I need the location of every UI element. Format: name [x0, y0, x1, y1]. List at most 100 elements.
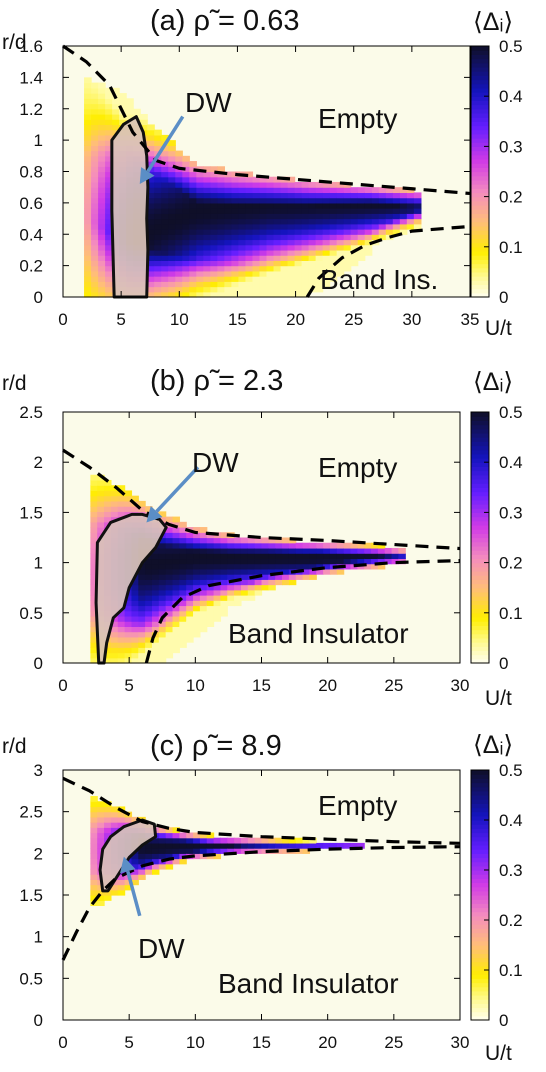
heatmap-cell	[98, 113, 106, 120]
heatmap-cell	[186, 636, 194, 643]
colorbar-segment	[471, 466, 489, 472]
colorbar-segment	[471, 815, 489, 821]
heatmap-cell	[266, 218, 275, 225]
heatmap-cell	[364, 202, 373, 209]
heatmap-cell	[186, 605, 194, 612]
heatmap-cell	[165, 642, 174, 648]
heatmap-cell	[172, 842, 180, 849]
colorbar-segment	[471, 621, 489, 626]
heatmap-cell	[294, 270, 303, 277]
heatmap-cell	[158, 579, 167, 586]
heatmap-cell	[145, 657, 153, 664]
heatmap-cell	[206, 558, 215, 565]
heatmap-cell	[91, 270, 99, 277]
colorbar-segment	[471, 284, 489, 290]
heatmap-cell	[189, 208, 197, 214]
heatmap-cell	[91, 113, 99, 120]
colorbar-segment	[471, 209, 489, 214]
heatmap-cell	[90, 474, 98, 481]
heatmap-cell	[179, 842, 187, 849]
heatmap-cell	[247, 558, 256, 565]
heatmap-cell	[91, 82, 99, 89]
x-tick-label: 30	[402, 310, 421, 329]
heatmap-cell	[91, 87, 99, 94]
colorbar-segment	[471, 604, 489, 610]
colorbar-segment	[471, 46, 489, 51]
heatmap-cell	[266, 260, 275, 267]
colorbar-tick-label: 0	[499, 1011, 508, 1030]
heatmap-cell	[98, 98, 106, 105]
heatmap-cell	[254, 563, 263, 570]
heatmap-cell	[302, 542, 311, 549]
heatmap-cell	[98, 286, 106, 293]
heatmap-cell	[145, 610, 153, 617]
heatmap-cell	[203, 176, 211, 183]
heatmap-cell	[98, 213, 106, 220]
heatmap-cell	[203, 260, 211, 267]
heatmap-cell	[158, 516, 167, 523]
heatmap-cell	[196, 181, 204, 188]
heatmap-cell	[112, 113, 120, 120]
heatmap-cell	[329, 208, 338, 214]
heatmap-cell	[343, 553, 352, 560]
heatmap-cell	[172, 521, 180, 528]
heatmap-cell	[266, 276, 275, 282]
heatmap-cell	[175, 249, 183, 256]
colorbar-segment	[471, 221, 489, 227]
colorbar-segment	[471, 133, 489, 139]
heatmap-cell	[145, 615, 153, 622]
heatmap-cell	[186, 558, 194, 565]
colorbar-tick-label: 0.4	[499, 87, 523, 106]
heatmap-cell	[98, 155, 106, 162]
heatmap-cell	[343, 558, 352, 565]
heatmap-cell	[245, 218, 254, 225]
heatmap-cell	[138, 868, 146, 875]
heatmap-cell	[199, 621, 208, 627]
heatmap-cell	[266, 202, 275, 209]
heatmap-cell	[357, 547, 365, 554]
heatmap-cell	[168, 265, 176, 272]
x-tick-label: 15	[252, 1033, 271, 1052]
colorbar-segment	[471, 920, 489, 925]
heatmap-cell	[234, 589, 242, 596]
heatmap-cell	[165, 537, 174, 544]
heatmap-cell	[186, 553, 194, 560]
heatmap-cell	[343, 187, 352, 194]
heatmap-cell	[84, 145, 92, 152]
heatmap-cell	[252, 260, 261, 267]
heatmap-cell	[329, 270, 338, 277]
heatmap-cell	[172, 558, 180, 565]
heatmap-cell	[259, 223, 268, 230]
heatmap-cell	[350, 229, 359, 235]
heatmap-cell	[220, 837, 228, 844]
heatmap-cell	[126, 103, 134, 110]
x-tick-label: 10	[170, 310, 189, 329]
heatmap-cell	[98, 270, 106, 277]
heatmap-cell	[329, 547, 338, 554]
heatmap-cell	[104, 806, 112, 813]
heatmap-cell	[91, 176, 99, 183]
colorbar-segment	[471, 870, 489, 875]
heatmap-cell	[199, 542, 208, 549]
heatmap-cell	[105, 202, 113, 209]
heatmap-cell	[273, 260, 282, 267]
colorbar-segment	[471, 596, 489, 601]
heatmap-cell	[172, 615, 180, 622]
heatmap-cell	[266, 249, 275, 256]
heatmap-cell	[158, 595, 167, 601]
colorbar-segment	[471, 579, 489, 585]
y-tick-label: 2.5	[19, 403, 43, 422]
heatmap-cell	[154, 234, 162, 241]
colorbar-segment	[471, 878, 489, 884]
colorbar-segment	[471, 142, 489, 147]
heatmap-cell	[145, 605, 153, 612]
heatmap-cell	[210, 276, 218, 282]
heatmap-cell	[172, 563, 180, 570]
heatmap-cell	[280, 218, 289, 225]
heatmap-cell	[84, 218, 92, 225]
heatmap-cell	[210, 187, 218, 194]
heatmap-cell	[266, 197, 275, 204]
heatmap-cell	[179, 558, 187, 565]
heatmap-cell	[203, 249, 211, 256]
heatmap-cell	[179, 605, 187, 612]
